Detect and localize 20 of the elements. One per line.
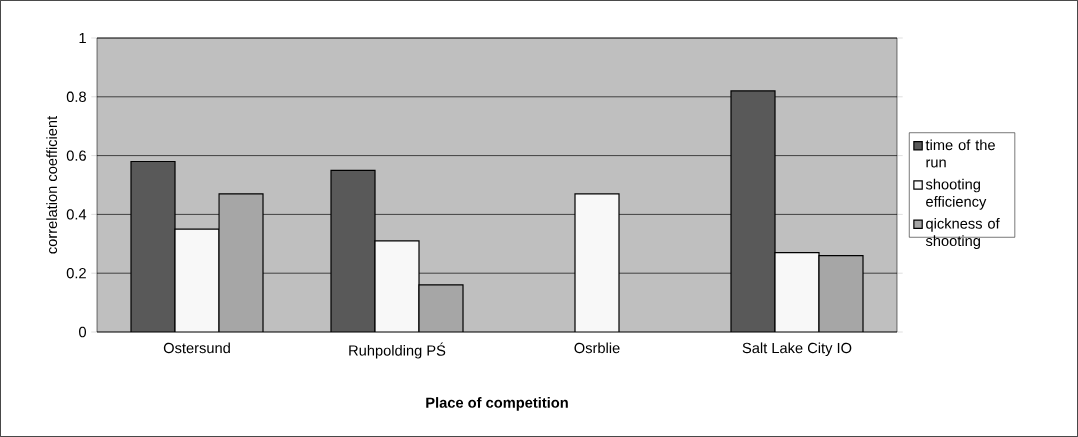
y-tick-label: 0.4: [66, 209, 87, 220]
y-axis-title: correlation coefficient: [46, 115, 58, 254]
bar: [574, 193, 620, 332]
x-tick-label: Ostersund: [163, 342, 230, 354]
y-tick-label: 0.8: [66, 91, 86, 102]
y-tick-label: 0.6: [66, 150, 86, 161]
bar: [774, 252, 820, 332]
bar: [174, 228, 220, 332]
bar: [818, 254, 864, 332]
x-axis-title: Place of competition: [426, 397, 568, 411]
legend-label: qickness of shooting: [925, 217, 1000, 249]
bar: [374, 240, 420, 332]
x-tick-label: Ruhpolding PŚ: [349, 342, 446, 359]
y-tick-label: 0.2: [66, 268, 86, 279]
bar: [418, 284, 464, 332]
x-tick-label: Osrblie: [574, 342, 620, 354]
y-tick-label: 1: [79, 32, 86, 44]
bar: [218, 193, 264, 332]
x-tick-label: Salt Lake City IO: [742, 342, 852, 357]
y-tick-label: 0: [79, 326, 87, 338]
